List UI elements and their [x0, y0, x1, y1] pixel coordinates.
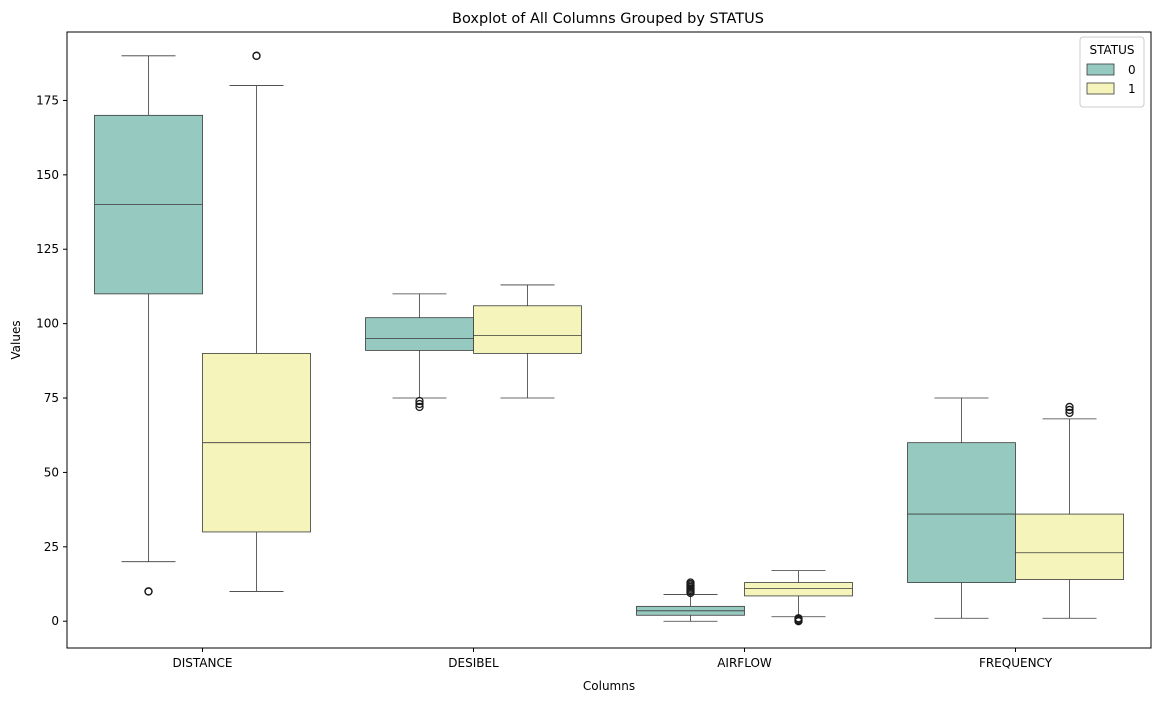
outlier-point: [794, 614, 803, 623]
box-distance-status-1: [202, 51, 311, 592]
outlier-point: [1065, 405, 1074, 415]
outlier-point: [1065, 408, 1074, 418]
outlier-point: [415, 402, 424, 412]
box-desibel-status-1: [473, 284, 582, 399]
box-iqr: [907, 442, 1016, 583]
box-airflow-status-1: [744, 570, 853, 626]
plot-frame: [66, 31, 1152, 649]
x-tick-label: DISTANCE: [173, 656, 233, 670]
y-tick-label: 175: [36, 93, 59, 107]
outlier-point: [415, 396, 424, 406]
legend-swatch-1: [1086, 82, 1115, 95]
x-axis-title: Columns: [583, 679, 635, 693]
legend-label-1: 1: [1128, 82, 1136, 96]
box-iqr: [1015, 513, 1124, 580]
legend-items: 01: [1086, 63, 1136, 96]
y-tick-label: 50: [44, 465, 59, 479]
y-tick-label: 0: [51, 614, 59, 628]
outlier-point: [252, 51, 261, 60]
box-frequency-status-0: [907, 397, 1016, 619]
x-tick-label: AIRFLOW: [717, 656, 772, 670]
legend-swatch-0: [1086, 63, 1115, 76]
box-distance-status-0: [94, 55, 203, 596]
box-frequency-status-1: [1015, 402, 1124, 619]
y-tick-label: 75: [44, 391, 59, 405]
y-tick-label: 25: [44, 540, 59, 554]
box-iqr: [473, 305, 582, 354]
outlier-point: [1065, 402, 1074, 412]
box-airflow-status-0: [636, 578, 745, 622]
legend-label-0: 0: [1128, 63, 1136, 77]
legend: STATUS 01: [1079, 36, 1145, 108]
outlier-point: [415, 399, 424, 409]
y-axis-title: Values: [9, 320, 23, 359]
y-axis: 0 25 50 75 100 125 150 175: [36, 93, 67, 628]
box-iqr: [365, 317, 474, 351]
outlier-point: [686, 578, 695, 587]
outlier-point: [144, 587, 153, 596]
box-iqr: [744, 582, 853, 597]
plot-area: [94, 51, 1124, 626]
chart-title: Boxplot of All Columns Grouped by STATUS: [452, 11, 764, 27]
x-axis: DISTANCE DESIBEL AIRFLOW FREQUENCY: [173, 648, 1053, 670]
y-tick-label: 125: [36, 242, 59, 256]
y-tick-label: 150: [36, 168, 59, 182]
x-tick-label: DESIBEL: [448, 656, 499, 670]
legend-title: STATUS: [1089, 43, 1134, 57]
x-tick-label: FREQUENCY: [979, 656, 1053, 670]
box-desibel-status-0: [365, 293, 474, 412]
y-tick-label: 100: [36, 317, 59, 331]
